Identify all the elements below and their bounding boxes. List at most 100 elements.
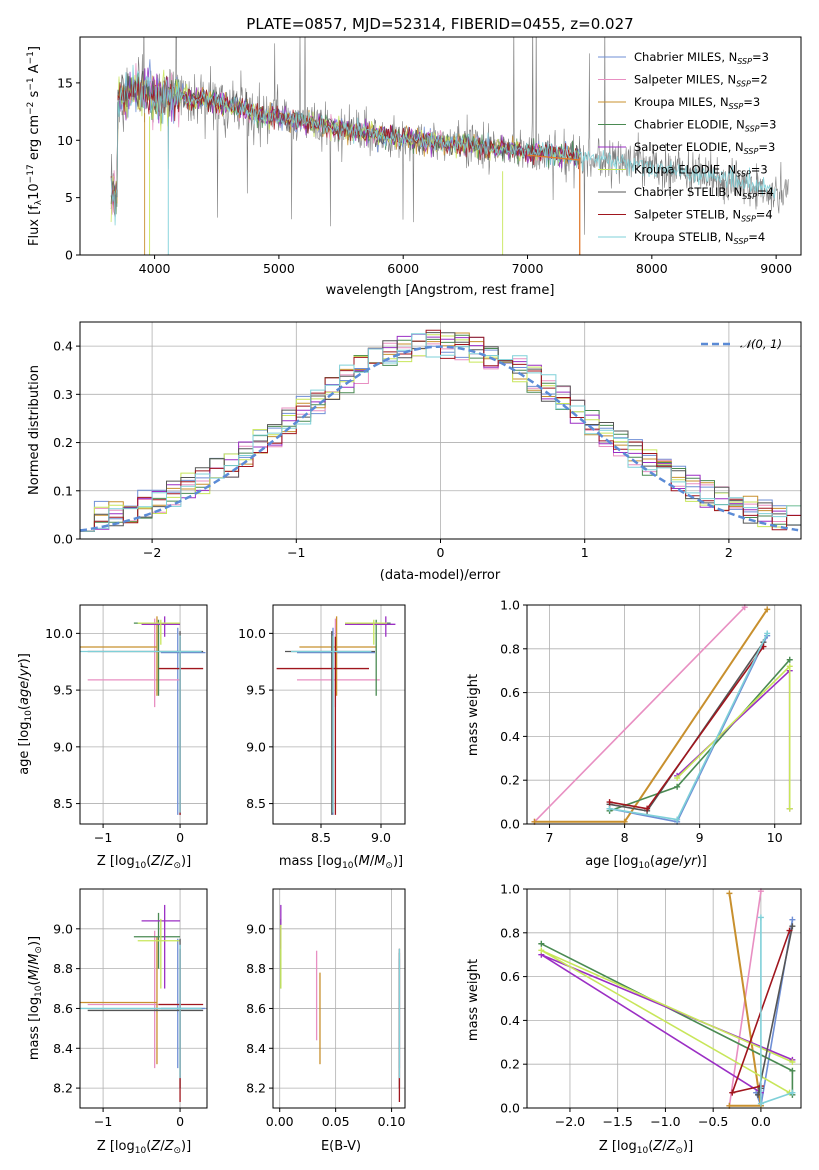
ebv-mass-xlabel: E(B-V)	[321, 1139, 361, 1154]
z-weight-ytick-label: 0.8	[500, 925, 520, 940]
observed-spectrum	[110, 37, 789, 235]
age-weight-ytick-label: 0.4	[500, 729, 520, 744]
z-weight-marker	[538, 940, 545, 947]
z-age-ylabel: age [log10(age/yr)]	[17, 653, 34, 775]
model-tail-line	[527, 154, 580, 161]
spectrum-xtick-label: 7000	[512, 261, 544, 276]
z-weight-ylabel: mass weight	[466, 959, 481, 1041]
residual-ytick-label: 0.2	[53, 435, 73, 450]
z-weight-ytick-label: 0.2	[500, 1057, 520, 1072]
age-weight-marker	[606, 805, 613, 812]
mass-age-xtick-label: 9.0	[371, 830, 391, 845]
figure-title: PLATE=0857, MJD=52314, FIBERID=0455, z=0…	[246, 15, 633, 33]
z-age-panel: −1 0 8.5 9.0 9.5 10.0	[45, 604, 208, 845]
z-weight-marker	[729, 1089, 736, 1096]
ebv-mass-frame	[272, 888, 406, 1109]
ebv-mass-xtick-label: 0.05	[322, 1114, 350, 1129]
z-weight-marker	[789, 916, 796, 923]
ebv-mass-panel: 0.00 0.05 0.10 8.2 8.4 8.6 8.8 9.0	[246, 888, 406, 1129]
age-weight-line	[533, 606, 746, 823]
ebv-mass-ytick-label: 8.6	[246, 1001, 266, 1016]
spectrum-xtick-label: 4000	[139, 261, 171, 276]
residual-xtick-label: −2	[143, 545, 161, 560]
residual-ytick-label: 0.3	[53, 387, 73, 402]
z-age-xlabel: Z [log10(Z/Z⊙)]	[97, 854, 191, 871]
ebv-mass-xtick-label: 0.00	[266, 1114, 294, 1129]
residual-ylabel: Normed distribution	[27, 365, 42, 495]
age-weight-xtick-label: 7	[546, 830, 554, 845]
residual-plot-area	[79, 329, 801, 532]
z-weight-frame	[526, 888, 802, 1109]
z-mass-xtick-label: 0	[176, 1114, 184, 1129]
legend-label: Salpeter MILES, NSSP=2	[634, 73, 768, 89]
z-weight-xtick-label: −1.5	[603, 1114, 633, 1129]
residual-xtick-label: 1	[581, 545, 589, 560]
z-weight-marker	[789, 1059, 796, 1066]
age-weight-line	[609, 646, 765, 810]
age-weight-ylabel: mass weight	[466, 674, 481, 756]
spectrum-ytick-label: 15	[57, 75, 73, 90]
z-weight-marker	[726, 890, 733, 897]
legend-label: Salpeter STELIB, NSSP=4	[634, 208, 773, 224]
z-mass-ytick-label: 8.8	[53, 961, 73, 976]
age-weight-ytick-label: 0.2	[500, 773, 520, 788]
mass-age-xlabel: mass [log10(M/M⊙)]	[279, 854, 403, 871]
z-weight-marker	[538, 947, 545, 954]
age-weight-marker	[674, 816, 681, 823]
z-age-xtick-label: 0	[176, 830, 184, 845]
age-weight-marker	[764, 630, 771, 637]
z-age-ytick-label: 8.5	[53, 796, 73, 811]
age-weight-marker	[786, 805, 793, 812]
mass-age-ytick-label: 8.5	[246, 796, 266, 811]
z-age-xtick-label: −1	[94, 830, 112, 845]
z-weight-marker	[786, 927, 793, 934]
residual-xtick-label: 2	[725, 545, 733, 560]
age-weight-marker	[606, 799, 613, 806]
age-weight-marker	[786, 656, 793, 663]
gaussian-curve	[79, 345, 799, 532]
z-weight-marker	[757, 1100, 764, 1107]
legend-label: Chabrier ELODIE, NSSP=3	[634, 118, 776, 134]
z-weight-line	[540, 949, 793, 1094]
residual-ytick-label: 0.1	[53, 483, 73, 498]
spectrum-ytick-label: 0	[65, 248, 73, 263]
age-weight-ytick-label: 1.0	[500, 598, 520, 613]
residual-ytick-label: 0.0	[53, 532, 73, 547]
age-weight-line	[534, 608, 769, 823]
age-weight-xtick-label: 10	[767, 830, 783, 845]
z-weight-ytick-label: 0.4	[500, 1013, 520, 1028]
z-weight-marker	[789, 1089, 796, 1096]
age-weight-frame	[526, 604, 802, 825]
z-age-frame	[79, 604, 208, 825]
spectrum-xlabel: wavelength [Angstrom, rest frame]	[326, 283, 555, 298]
ebv-mass-xtick-label: 0.10	[378, 1114, 406, 1129]
age-weight-ytick-label: 0.8	[500, 641, 520, 656]
z-weight-panel: −2.0 −1.5 −1.0 −0.5 0.0 0.0 0.2 0.4 0.6 0.8 1.0	[500, 882, 802, 1129]
legend-label: Kroupa STELIB, NSSP=4	[634, 230, 765, 246]
mass-age-ytick-label: 9.5	[246, 683, 266, 698]
age-weight-xtick-label: 9	[696, 830, 704, 845]
spectrum-xtick-label: 5000	[263, 261, 295, 276]
mass-age-ytick-label: 9.0	[246, 739, 266, 754]
z-mass-ytick-label: 8.2	[53, 1081, 73, 1096]
spectrum-panel: 4000 5000 6000 7000 8000 9000 0 5 10 15 wavelengt…	[26, 36, 802, 298]
mass-age-frame	[272, 604, 406, 825]
z-age-ytick-label: 9.0	[53, 739, 73, 754]
z-mass-xtick-label: −1	[94, 1114, 112, 1129]
age-weight-xtick-label: 8	[621, 830, 629, 845]
age-weight-marker	[786, 663, 793, 670]
age-weight-panel: 7 8 9 10 0.0 0.2 0.4 0.6 0.8 1.0	[500, 598, 802, 845]
mass-age-panel: 8.5 9.0 8.5 9.0 9.5 10.0	[238, 604, 406, 845]
z-mass-ytick-label: 8.4	[53, 1041, 73, 1056]
ebv-mass-ytick-label: 8.2	[246, 1081, 266, 1096]
z-weight-xlabel: Z [log10(Z/Z⊙)]	[599, 1139, 693, 1156]
z-weight-marker	[789, 923, 796, 930]
residual-frame	[79, 321, 802, 540]
z-weight-ytick-label: 1.0	[500, 882, 520, 897]
ebv-mass-ytick-label: 8.4	[246, 1041, 266, 1056]
age-weight-ytick-label: 0.6	[500, 685, 520, 700]
spectrum-legend: Chabrier MILES, NSSP=3 Salpeter MILES, NS…	[598, 50, 776, 246]
ebv-mass-ytick-label: 8.8	[246, 961, 266, 976]
ebv-mass-ytick-label: 9.0	[246, 921, 266, 936]
